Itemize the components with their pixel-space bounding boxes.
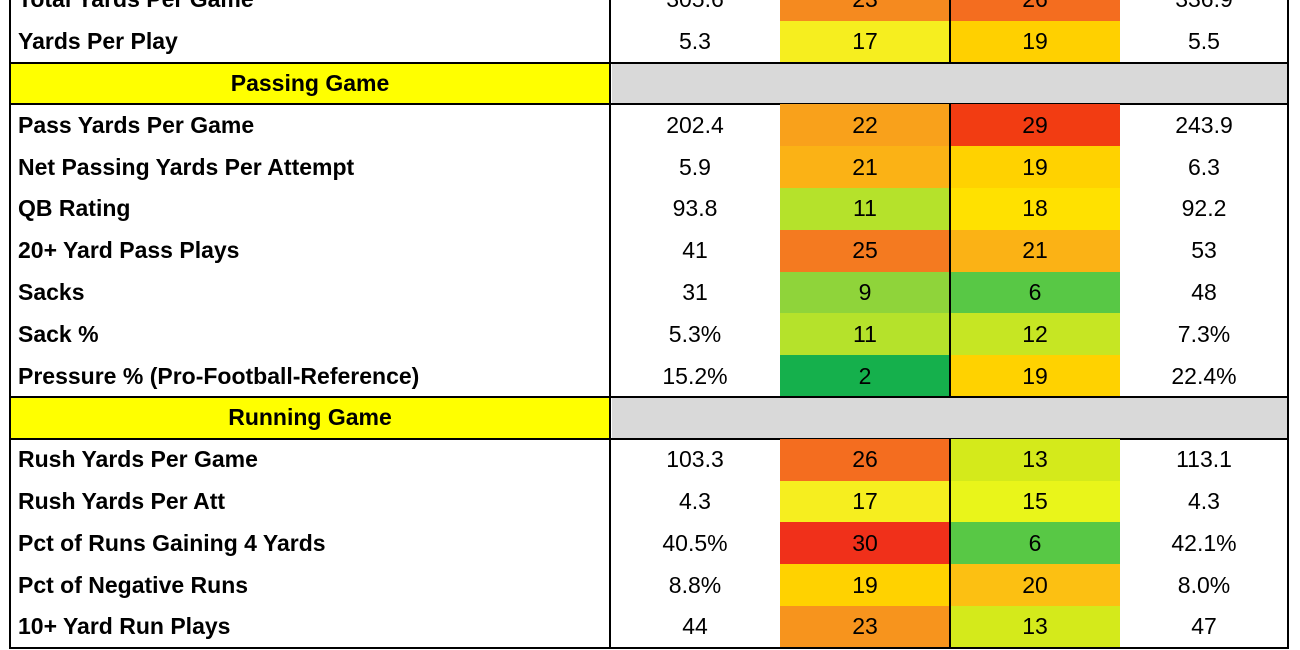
stat-cell: 5.9 <box>679 153 711 180</box>
rank-cell: 26 <box>950 0 1120 21</box>
row-label: Sack % <box>18 320 99 347</box>
column-divider <box>949 313 951 356</box>
stat-cell: 103.3 <box>666 446 724 473</box>
rank-cell: 11 <box>780 313 950 356</box>
row-label: QB Rating <box>18 195 131 222</box>
column-divider <box>949 480 951 523</box>
rank-cell: 29 <box>950 104 1120 147</box>
stat-cell: 47 <box>1191 613 1217 640</box>
rank-cell: 17 <box>780 480 950 523</box>
rank-cell: 25 <box>780 229 950 272</box>
rank-cell: 9 <box>780 271 950 314</box>
section-border <box>10 103 1288 106</box>
column-divider <box>949 606 951 648</box>
stat-cell: 44 <box>682 613 708 640</box>
column-divider <box>949 229 951 272</box>
rank-cell: 13 <box>950 438 1120 481</box>
rank-cell: 18 <box>950 188 1120 230</box>
rank-cell: 30 <box>780 522 950 565</box>
stat-cell: 7.3% <box>1177 320 1231 347</box>
column-divider <box>609 0 611 648</box>
row-label: Net Passing Yards Per Attempt <box>18 153 355 180</box>
rank-cell: 19 <box>780 564 950 606</box>
stat-cell: 41 <box>682 237 708 264</box>
rank-cell: 15 <box>950 480 1120 523</box>
section-border <box>10 61 1288 64</box>
rank-cell: 17 <box>780 20 950 63</box>
rank-cell: 23 <box>780 0 950 21</box>
row-label: Pressure % (Pro-Football-Reference) <box>18 362 420 389</box>
stat-cell: 93.8 <box>672 195 718 222</box>
outer-border <box>9 0 11 648</box>
stat-cell: 8.8% <box>668 571 722 598</box>
stat-cell: 40.5% <box>662 529 728 556</box>
section-border <box>10 437 1288 440</box>
column-divider <box>949 104 951 147</box>
column-divider <box>949 20 951 63</box>
rank-cell: 21 <box>780 146 950 188</box>
stat-cell: 8.0% <box>1177 571 1231 598</box>
column-divider <box>949 564 951 606</box>
stat-cell: 6.3 <box>1188 153 1220 180</box>
rank-cell: 19 <box>950 355 1120 397</box>
stat-cell: 4.3 <box>1188 487 1220 514</box>
rank-cell: 19 <box>950 20 1120 63</box>
outer-border <box>9 646 1289 649</box>
rank-cell: 20 <box>950 564 1120 606</box>
stat-cell: 202.4 <box>666 111 724 138</box>
row-label: Total Yards Per Game <box>10 0 610 21</box>
column-divider <box>949 188 951 230</box>
stat-cell: 5.3 <box>679 28 711 55</box>
stat-cell: 48 <box>1191 278 1217 305</box>
stat-cell: 5.5 <box>1188 28 1220 55</box>
column-divider <box>949 522 951 565</box>
row-label: Pct of Runs Gaining 4 Yards <box>18 529 326 556</box>
row-label: Pct of Negative Runs <box>18 571 249 598</box>
rank-cell: 21 <box>950 229 1120 272</box>
rank-cell: 13 <box>950 606 1120 648</box>
section-border <box>10 396 1288 398</box>
rank-cell: 19 <box>950 146 1120 188</box>
rank-cell: 23 <box>780 606 950 648</box>
stat-cell: 4.3 <box>679 487 711 514</box>
stat-cell: 15.2% <box>662 362 728 389</box>
stat-cell: 5.3% <box>668 320 722 347</box>
column-divider <box>949 438 951 481</box>
stat-cell: 113.1 <box>1176 446 1232 473</box>
stat-cell: 53 <box>1191 237 1217 264</box>
section-fill <box>612 63 1288 104</box>
section-fill <box>612 398 1288 438</box>
rank-cell: 6 <box>950 522 1120 565</box>
row-label: Sacks <box>18 278 85 305</box>
stat-cell: 92.2 <box>1181 195 1227 222</box>
rank-cell: 11 <box>780 188 950 230</box>
stat-cell: 336.9 <box>1120 0 1288 21</box>
row-label: Pass Yards Per Game <box>18 111 255 138</box>
stat-cell: 243.9 <box>1175 111 1233 138</box>
rank-cell: 6 <box>950 271 1120 314</box>
column-divider <box>949 146 951 188</box>
row-label: 20+ Yard Pass Plays <box>18 237 240 264</box>
column-divider <box>949 355 951 397</box>
stat-cell: 305.6 <box>610 0 780 21</box>
row-label: Yards Per Play <box>18 28 178 55</box>
row-label: 10+ Yard Run Plays <box>18 613 231 640</box>
stat-cell: 22.4% <box>1171 362 1237 389</box>
rank-cell: 12 <box>950 313 1120 356</box>
row-label: Rush Yards Per Att <box>18 487 226 514</box>
column-divider <box>949 271 951 314</box>
stat-cell: 42.1% <box>1171 529 1237 556</box>
row-label: Rush Yards Per Game <box>18 446 258 473</box>
column-divider <box>949 0 951 21</box>
rank-cell: 26 <box>780 438 950 481</box>
section-title: Running Game <box>11 398 609 438</box>
rank-cell: 22 <box>780 104 950 147</box>
section-title: Passing Game <box>11 63 609 104</box>
rank-cell: 2 <box>780 355 950 397</box>
stat-cell: 31 <box>682 278 708 305</box>
outer-border <box>1287 0 1289 648</box>
